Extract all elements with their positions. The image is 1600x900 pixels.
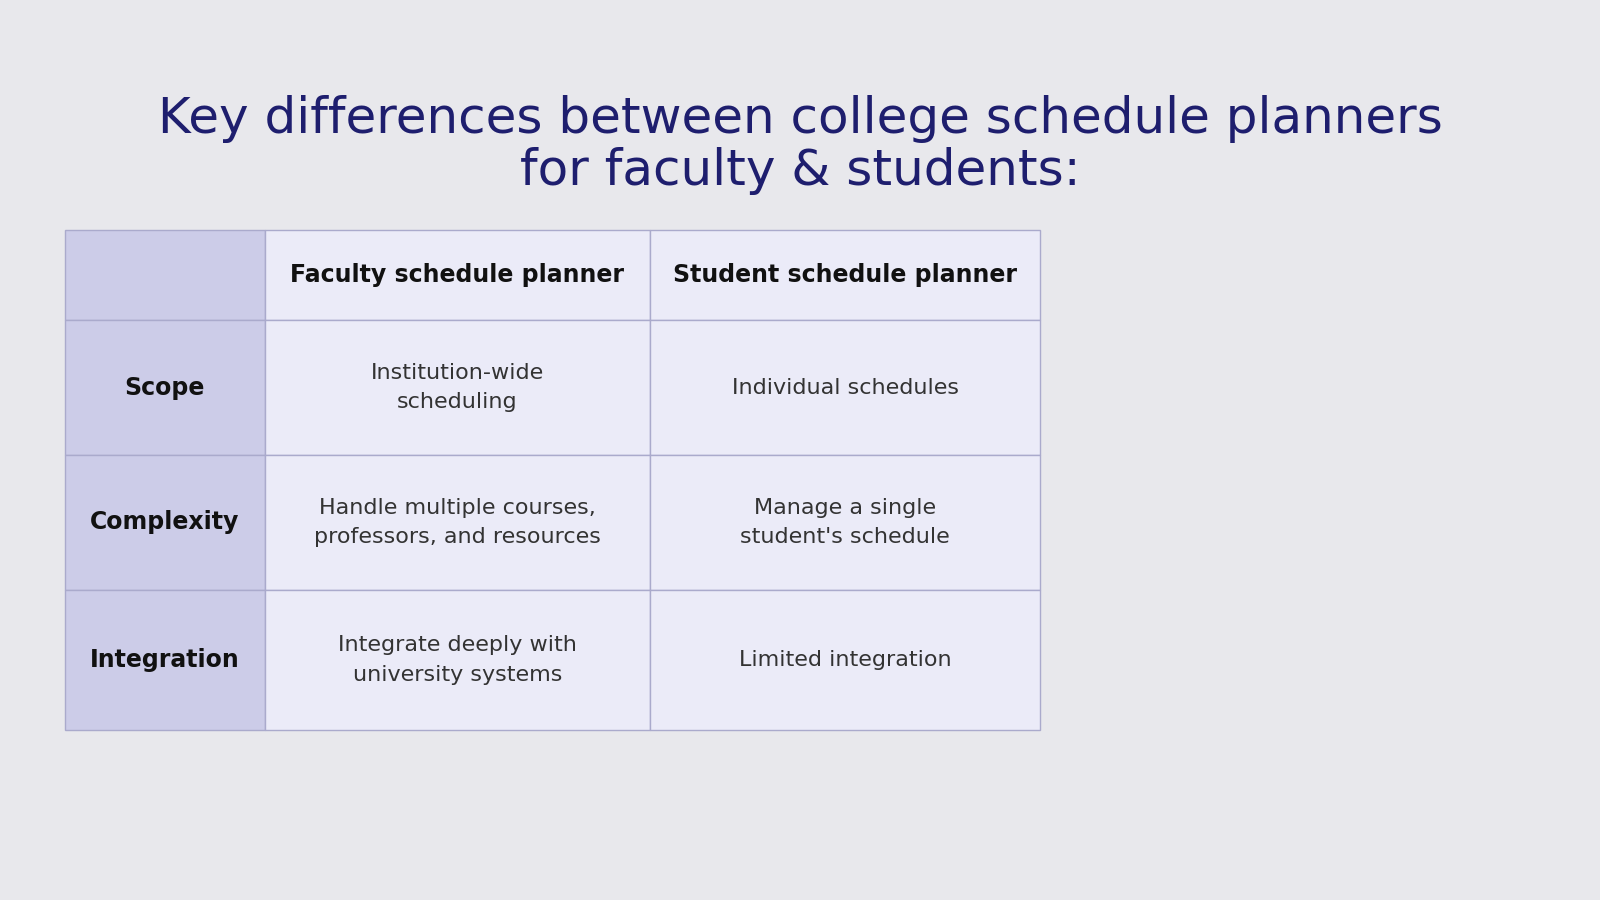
- Text: Student schedule planner: Student schedule planner: [674, 263, 1018, 287]
- Bar: [266, 230, 650, 320]
- Text: Faculty schedule planner: Faculty schedule planner: [291, 263, 624, 287]
- Text: Integrate deeply with
university systems: Integrate deeply with university systems: [338, 635, 578, 685]
- Text: Key differences between college schedule planners: Key differences between college schedule…: [157, 95, 1443, 143]
- Bar: [650, 230, 1040, 320]
- Bar: [266, 455, 650, 590]
- Bar: [266, 320, 650, 455]
- Bar: [650, 590, 1040, 730]
- Text: Handle multiple courses,
professors, and resources: Handle multiple courses, professors, and…: [314, 498, 602, 547]
- Text: Manage a single
student's schedule: Manage a single student's schedule: [741, 498, 950, 547]
- Bar: [266, 590, 650, 730]
- Bar: [66, 230, 266, 320]
- Text: for faculty & students:: for faculty & students:: [520, 147, 1080, 195]
- Text: Integration: Integration: [90, 648, 240, 672]
- Text: Scope: Scope: [125, 375, 205, 400]
- Text: Limited integration: Limited integration: [739, 650, 952, 670]
- Bar: [650, 455, 1040, 590]
- Text: Institution-wide
scheduling: Institution-wide scheduling: [371, 363, 544, 412]
- Bar: [66, 590, 266, 730]
- Bar: [650, 320, 1040, 455]
- Text: Individual schedules: Individual schedules: [731, 377, 958, 398]
- Text: Complexity: Complexity: [90, 510, 240, 535]
- Bar: [66, 320, 266, 455]
- Bar: [66, 455, 266, 590]
